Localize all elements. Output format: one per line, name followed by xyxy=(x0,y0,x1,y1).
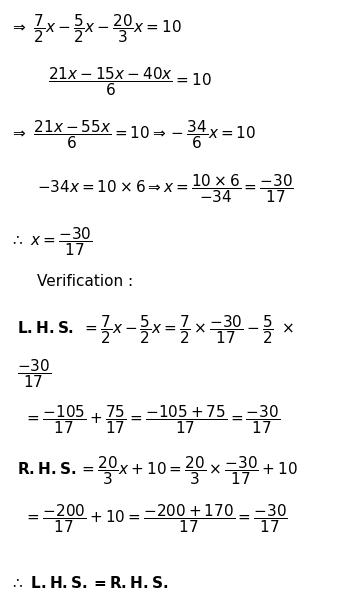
Text: $= \dfrac{-200}{17} + 10 = \dfrac{-200 + 170}{17} = \dfrac{-30}{17}$: $= \dfrac{-200}{17} + 10 = \dfrac{-200 +… xyxy=(24,502,288,535)
Text: $\therefore\ \mathbf{L.H.S. = R.H.S.}$: $\therefore\ \mathbf{L.H.S. = R.H.S.}$ xyxy=(10,575,169,591)
Text: $\Rightarrow\ \dfrac{21x - 55x}{6} = 10 \Rightarrow -\dfrac{34}{6}x = 10$: $\Rightarrow\ \dfrac{21x - 55x}{6} = 10 … xyxy=(10,118,256,150)
Text: $\mathbf{L.H.S.}\ = \dfrac{7}{2}x - \dfrac{5}{2}x = \dfrac{7}{2} \times \dfrac{-: $\mathbf{L.H.S.}\ = \dfrac{7}{2}x - \dfr… xyxy=(17,313,294,346)
Text: $\dfrac{21x - 15x - 40x}{6} = 10$: $\dfrac{21x - 15x - 40x}{6} = 10$ xyxy=(47,65,211,98)
Text: $\therefore\ x = \dfrac{-30}{17}$: $\therefore\ x = \dfrac{-30}{17}$ xyxy=(10,225,93,258)
Text: $\dfrac{-30}{17}$: $\dfrac{-30}{17}$ xyxy=(17,357,51,389)
Text: $\Rightarrow\ \dfrac{7}{2}x - \dfrac{5}{2}x - \dfrac{20}{3}x = 10$: $\Rightarrow\ \dfrac{7}{2}x - \dfrac{5}{… xyxy=(10,13,182,45)
Text: $= \dfrac{-105}{17} + \dfrac{75}{17} = \dfrac{-105 + 75}{17} = \dfrac{-30}{17}$: $= \dfrac{-105}{17} + \dfrac{75}{17} = \… xyxy=(24,403,280,436)
Text: $\mathbf{R.H.S.} = \dfrac{20}{3}x + 10 = \dfrac{20}{3} \times \dfrac{-30}{17} + : $\mathbf{R.H.S.} = \dfrac{20}{3}x + 10 =… xyxy=(17,454,298,487)
Text: $-34x = 10 \times 6 \Rightarrow x = \dfrac{10 \times 6}{-34} = \dfrac{-30}{17}$: $-34x = 10 \times 6 \Rightarrow x = \dfr… xyxy=(37,172,294,205)
Text: Verification :: Verification : xyxy=(37,274,134,289)
